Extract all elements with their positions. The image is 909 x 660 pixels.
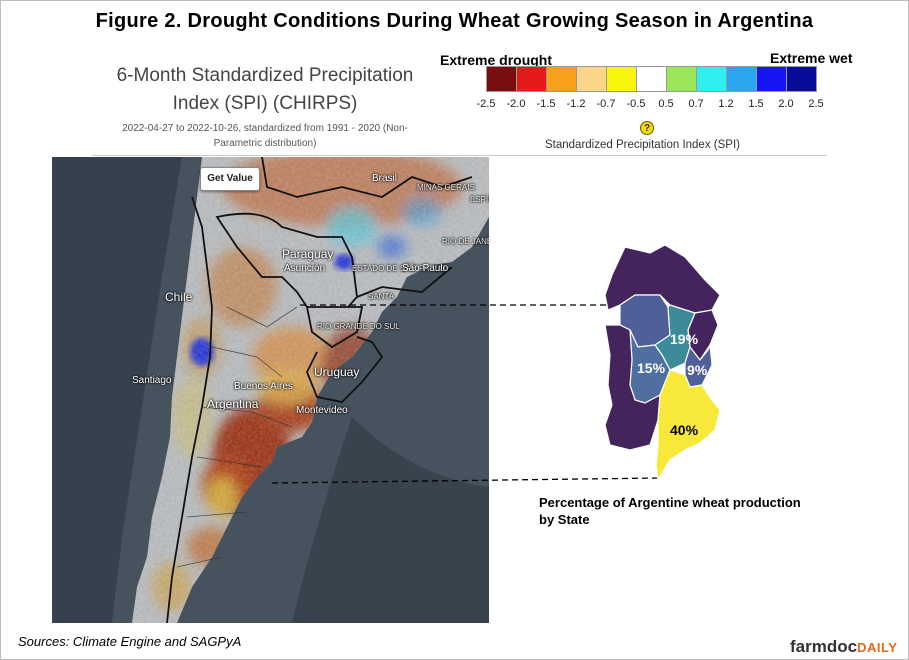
map-subtitle: 2022-04-27 to 2022-10-26, standardized f… — [95, 121, 435, 151]
legend-tick-label: 1.2 — [718, 98, 734, 110]
label-paraguay: Paraguay — [282, 247, 334, 261]
legend-swatch — [786, 66, 817, 92]
map-title-line1: 6-Month Standardized Precipitation — [116, 65, 414, 86]
help-icon[interactable]: ? — [640, 121, 654, 135]
legend-tick-label: -2.0 — [506, 98, 526, 110]
pct-entre-rios: 9% — [687, 362, 708, 378]
pct-buenos-aires: 40% — [670, 422, 699, 438]
label-santa-catarina: SANTA — [368, 292, 395, 301]
legend-swatch — [546, 66, 577, 92]
wheat-map-caption: Percentage of Argentine wheat production… — [539, 494, 859, 528]
legend-caption: Standardized Precipitation Index (SPI) — [545, 139, 740, 151]
legend-swatch — [666, 66, 697, 92]
legend-tick-label: 2.0 — [778, 98, 794, 110]
legend-swatch — [726, 66, 757, 92]
legend-tick-label: 0.5 — [658, 98, 674, 110]
legend-tick-label: -1.2 — [566, 98, 586, 110]
label-rio-de-janeiro: RIO DE JANEIRO — [442, 237, 489, 246]
legend-swatch — [576, 66, 607, 92]
spi-map[interactable]: Brasil MINAS GERAIS ESPÍRITO SANTO RIO D… — [52, 157, 489, 623]
label-uruguay: Uruguay — [314, 365, 360, 379]
legend-tick-label: 1.5 — [748, 98, 764, 110]
sources-note: Sources: Climate Engine and SAGPyA — [18, 634, 242, 649]
label-santiago: Santiago — [132, 375, 172, 386]
legend-tick-label: -0.7 — [596, 98, 616, 110]
legend-tick-label: -0.5 — [626, 98, 646, 110]
label-estado-de-sao-paulo: ESTADO DE SÃO PAULO — [352, 264, 446, 273]
figure-title: Figure 2. Drought Conditions During Whea… — [95, 10, 814, 32]
brand-accent: DAILY — [857, 640, 898, 655]
label-espirito-santo: ESPÍRITO SANTO — [470, 195, 489, 204]
label-asuncion: Asunción — [284, 263, 326, 274]
wheat-production-map — [604, 244, 721, 480]
pct-santa-fe: 19% — [670, 331, 699, 347]
legend-tick-label: -2.5 — [476, 98, 496, 110]
label-minas-gerais: MINAS GERAIS — [417, 183, 475, 192]
label-sao-paulo: São Paulo — [402, 263, 449, 274]
region-entre-rios — [684, 344, 713, 388]
legend-tick-label: 2.5 — [808, 98, 824, 110]
wheat-caption-line1: Percentage of Argentine wheat production — [539, 495, 801, 510]
farmdoc-logo: farmdocDAILY — [790, 637, 897, 657]
legend-divider — [92, 155, 827, 156]
get-value-button[interactable]: Get Value — [200, 167, 260, 191]
legend-tick-label: 0.7 — [688, 98, 704, 110]
label-brasil: Brasil — [372, 173, 398, 184]
label-chile: Chile — [165, 290, 193, 304]
label-buenos-aires: Buenos Aires — [234, 381, 293, 392]
legend-left-label: Extreme drought — [440, 52, 553, 68]
label-argentina: Argentina — [207, 397, 259, 411]
map-title-line2: Index (SPI) (CHIRPS) — [172, 93, 358, 114]
legend-swatch — [606, 66, 637, 92]
map-subtitle-line2: Parametric distribution) — [213, 138, 317, 149]
label-montevideo: Montevideo — [296, 405, 348, 416]
legend-right-label: Extreme wet — [770, 50, 853, 66]
legend-tick-label: -1.5 — [536, 98, 556, 110]
spi-map-graphic — [52, 157, 489, 623]
wheat-caption-line2: by State — [539, 512, 590, 527]
legend-swatch — [756, 66, 787, 92]
map-title: 6-Month Standardized Precipitation Index… — [95, 62, 435, 118]
pct-cordoba: 15% — [637, 360, 666, 376]
brand-main: farmdoc — [790, 637, 858, 656]
map-subtitle-line1: 2022-04-27 to 2022-10-26, standardized f… — [122, 123, 408, 134]
legend-swatch — [696, 66, 727, 92]
region-buenos-aires — [655, 369, 721, 480]
connector-bottom — [271, 477, 661, 484]
label-rio-grande-do-sul: RIO GRANDE DO SUL — [317, 322, 400, 331]
